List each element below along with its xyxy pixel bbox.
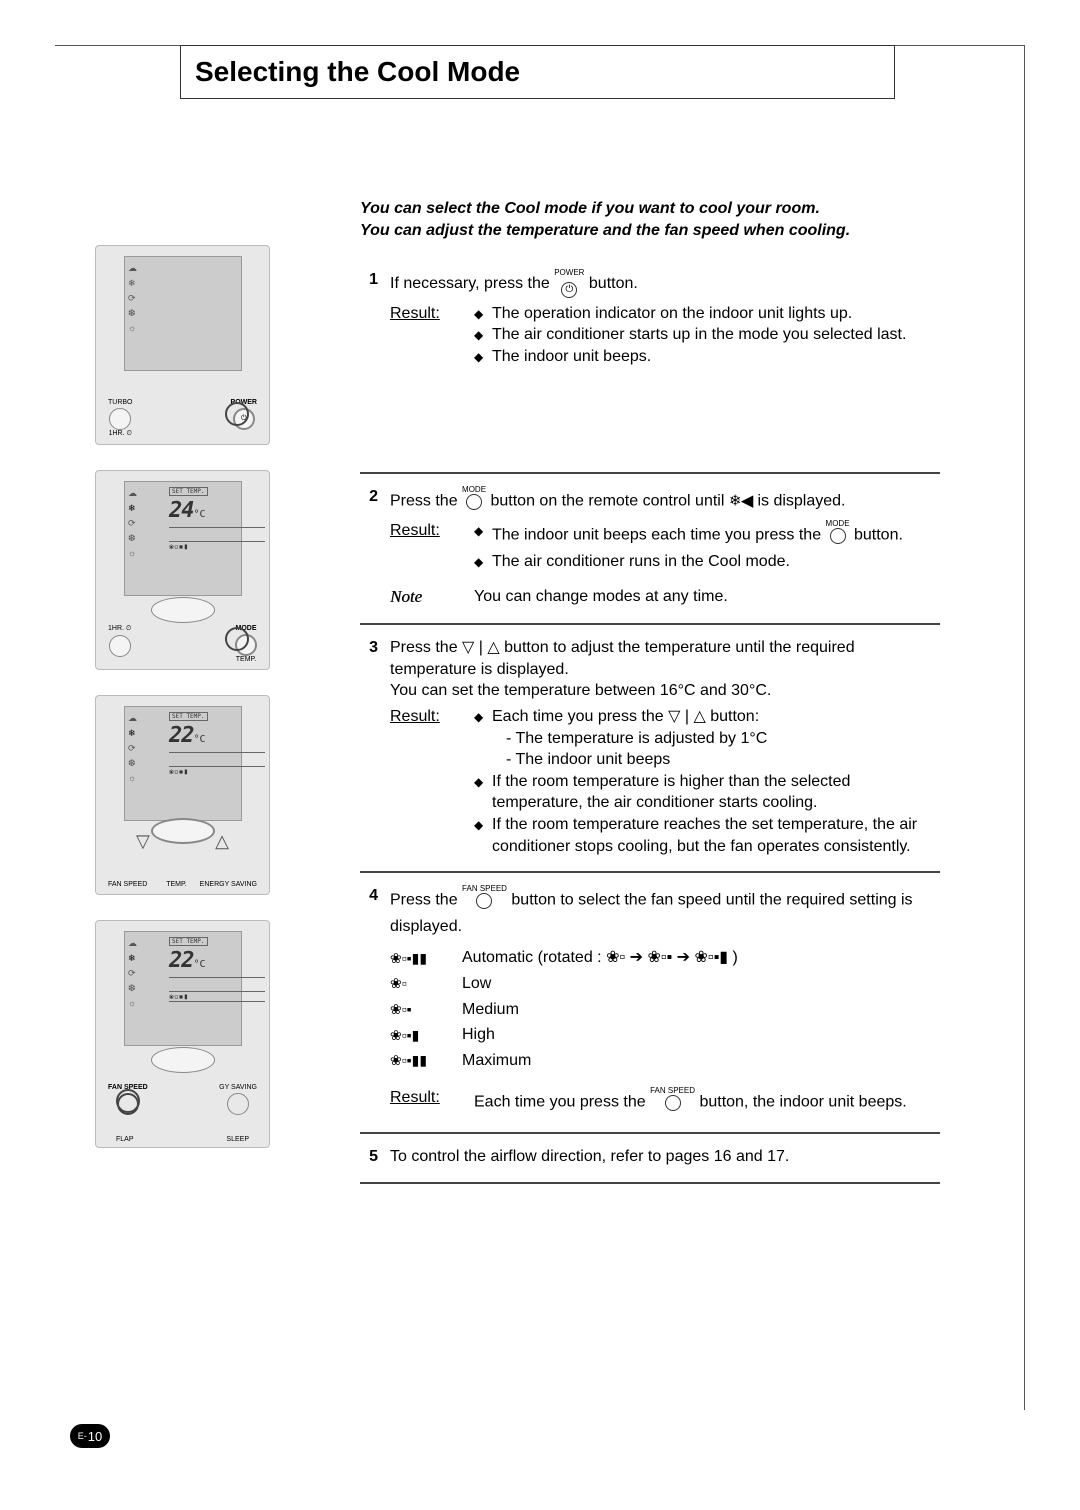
power-marker-icon xyxy=(225,402,249,426)
step-1: 1 If necessary, press the POWER⏻ button.… xyxy=(360,269,940,367)
down-triangle-icon: ▽ xyxy=(462,639,474,656)
remote-2: ☁❄⟳❆☼ SET TEMP.24°C❀▫▪▮ 1HR. ⏲ MODETEMP. xyxy=(95,470,270,670)
mode-button-icon: MODE xyxy=(826,520,850,551)
mode-button-icon: MODE xyxy=(462,486,486,517)
fan-speed-table: ❀▫▪▮▮Automatic (rotated : ❀▫ ➔ ❀▫▪ ➔ ❀▫▪… xyxy=(390,945,940,1073)
down-triangle-icon: ▽ xyxy=(668,708,680,725)
snowflake-icon: ❄ xyxy=(729,492,742,509)
step-5: 5 To control the airflow direction, refe… xyxy=(360,1146,940,1168)
remote-illustrations: ☁❄⟳❆☼ TURBO1HR. ⏲ POWER⏻ ☁❄⟳❆☼ SET TEMP.… xyxy=(95,245,295,1173)
fan-icon-low: ❀▫ xyxy=(390,974,462,993)
fan-icon-high: ❀▫▪▮ xyxy=(390,1026,462,1045)
title-box: Selecting the Cool Mode xyxy=(180,45,895,99)
page-title: Selecting the Cool Mode xyxy=(195,56,880,88)
intro-text: You can select the Cool mode if you want… xyxy=(360,198,940,241)
remote-1: ☁❄⟳❆☼ TURBO1HR. ⏲ POWER⏻ xyxy=(95,245,270,445)
mode-marker-icon xyxy=(225,627,249,651)
page-number-badge: E-10 xyxy=(70,1424,110,1448)
fan-icon-med: ❀▫▪ xyxy=(390,1000,462,1019)
remote-3: ☁❄⟳❆☼ SET TEMP.22°C❀▫▪▮ ▽△ FAN SPEED TEM… xyxy=(95,695,270,895)
fanspeed-button-icon: FAN SPEED xyxy=(650,1087,695,1118)
separator xyxy=(360,1182,940,1184)
step1-results: The operation indicator on the indoor un… xyxy=(474,303,906,368)
fan-icon-auto: ❀▫▪▮▮ xyxy=(390,949,462,968)
note-text: You can change modes at any time. xyxy=(474,586,728,609)
remote-4: ☁❄⟳❆☼ SET TEMP.22°C❀▫▪▮ FAN SPEED GY SAV… xyxy=(95,920,270,1148)
separator xyxy=(360,623,940,625)
fanspeed-button-icon: FAN SPEED xyxy=(462,885,507,916)
fanspeed-marker-icon xyxy=(116,1089,140,1113)
up-triangle-icon: △ xyxy=(693,708,705,725)
instructions: You can select the Cool mode if you want… xyxy=(360,198,940,1196)
result-label: Result: xyxy=(390,303,474,368)
step-2: 2 Press the MODE button on the remote co… xyxy=(360,486,940,610)
left-arrow-icon: ◀ xyxy=(741,492,753,509)
step-3: 3 Press the ▽ | △ button to adjust the t… xyxy=(360,637,940,857)
turbo-label: TURBO xyxy=(108,399,133,406)
note-label: Note xyxy=(390,586,474,609)
step-4: 4 Press the FAN SPEED button to select t… xyxy=(360,885,940,1118)
fan-icon-max: ❀▫▪▮▮ xyxy=(390,1051,462,1070)
separator xyxy=(360,871,940,873)
separator xyxy=(360,1132,940,1134)
up-triangle-icon: △ xyxy=(487,639,499,656)
separator xyxy=(360,472,940,474)
power-button-icon: POWER⏻ xyxy=(554,269,584,299)
